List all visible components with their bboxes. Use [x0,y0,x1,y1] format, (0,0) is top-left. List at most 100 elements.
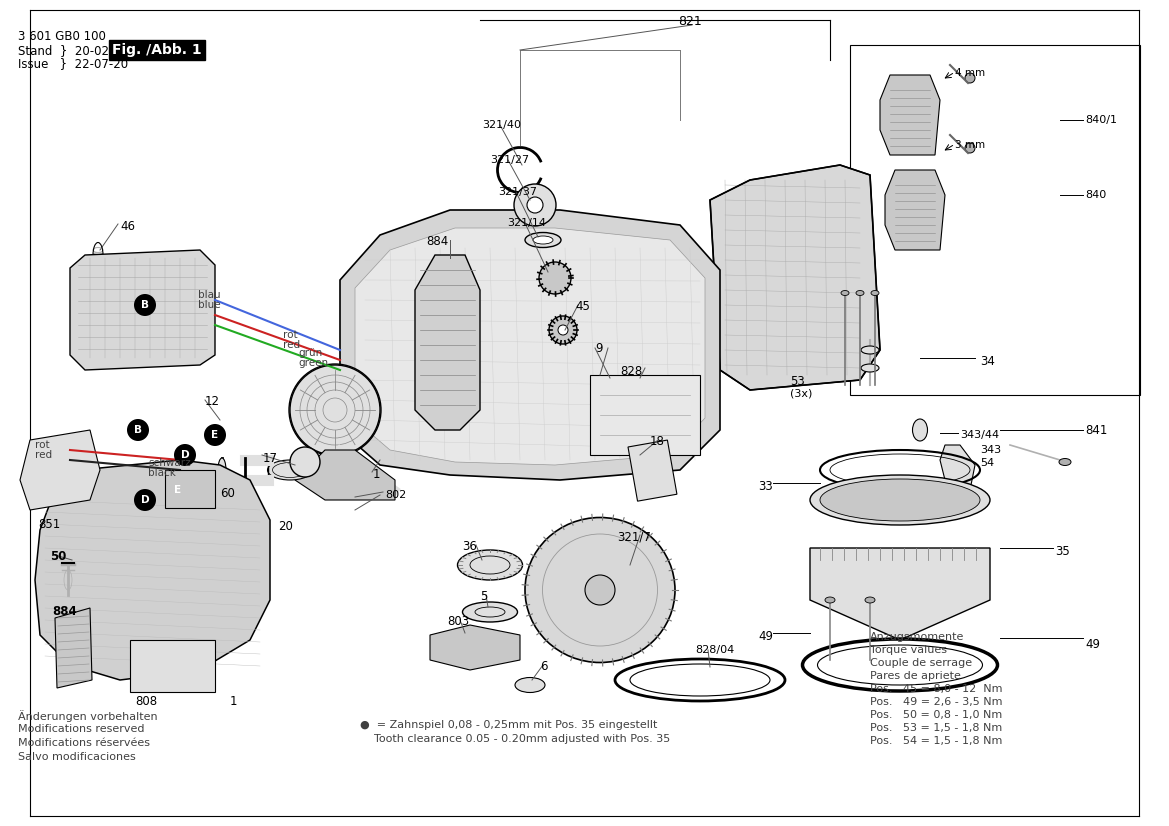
Text: 321/14: 321/14 [507,218,546,228]
Ellipse shape [457,550,523,580]
Text: 851: 851 [39,518,61,531]
Polygon shape [415,255,480,430]
Polygon shape [355,228,705,465]
Text: 321/7: 321/7 [617,530,651,543]
Text: 1: 1 [373,468,380,481]
Text: 343: 343 [980,445,1001,455]
Ellipse shape [539,262,570,294]
Text: 808: 808 [134,695,157,708]
Text: blau: blau [198,290,221,300]
Text: D: D [140,495,150,505]
Text: blue: blue [198,300,221,310]
Circle shape [134,489,155,511]
Text: Modifications réservées: Modifications réservées [18,738,150,748]
Text: Änderungen vorbehalten: Änderungen vorbehalten [18,710,158,722]
Text: Pos.   50 = 0,8 - 1,0 Nm: Pos. 50 = 0,8 - 1,0 Nm [870,710,1002,720]
Text: E: E [174,485,181,495]
Text: 884: 884 [51,605,77,618]
Text: 20: 20 [278,520,293,533]
Text: 6: 6 [540,660,547,673]
Text: 53: 53 [790,375,804,388]
Text: grün: grün [298,348,323,358]
Polygon shape [430,625,520,670]
Circle shape [134,294,155,316]
Circle shape [127,419,148,441]
Text: Pos.   49 = 2,6 - 3,5 Nm: Pos. 49 = 2,6 - 3,5 Nm [870,697,1003,707]
Ellipse shape [856,291,864,296]
Text: 17: 17 [263,452,278,465]
Text: Salvo modificaciones: Salvo modificaciones [18,752,136,762]
Ellipse shape [862,346,879,354]
Bar [628,440,677,501]
Text: Torque values: Torque values [870,645,947,655]
Text: (3x): (3x) [790,388,812,398]
Ellipse shape [463,602,518,622]
Ellipse shape [549,316,577,344]
Text: red: red [35,450,53,460]
Text: 3 mm: 3 mm [955,140,985,150]
Ellipse shape [819,479,980,521]
Polygon shape [940,445,975,490]
Text: rot: rot [283,330,298,340]
Ellipse shape [217,458,226,482]
Text: 33: 33 [758,480,773,493]
Text: Pos.   53 = 1,5 - 1,8 Nm: Pos. 53 = 1,5 - 1,8 Nm [870,723,1002,733]
Circle shape [205,424,226,446]
Text: 343/44: 343/44 [960,430,999,440]
Ellipse shape [913,419,927,441]
Text: 45: 45 [575,300,590,313]
Text: schwarz: schwarz [148,458,191,468]
Ellipse shape [558,325,568,335]
Bar [130,640,215,692]
Text: 321/40: 321/40 [482,120,521,130]
Text: B: B [141,300,148,310]
Polygon shape [810,548,990,640]
Text: red: red [283,340,300,350]
Text: 4 mm: 4 mm [955,68,985,78]
Text: 49: 49 [1085,638,1100,651]
Text: 3 601 GB0 100: 3 601 GB0 100 [18,30,106,43]
Polygon shape [885,170,945,250]
Text: 840: 840 [1085,190,1106,200]
Text: Anzugsmomente: Anzugsmomente [870,632,964,642]
Ellipse shape [1059,458,1071,466]
Text: 50: 50 [50,550,67,563]
Ellipse shape [865,597,876,603]
Text: Pos.   54 = 1,5 - 1,8 Nm: Pos. 54 = 1,5 - 1,8 Nm [870,736,1002,746]
Text: E: E [212,430,219,440]
Bar [850,45,1140,395]
Circle shape [964,143,975,153]
Text: 12: 12 [205,395,220,408]
Ellipse shape [527,197,542,213]
Text: Issue   }  22-07-20: Issue } 22-07-20 [18,57,129,70]
Text: ●  = Zahnspiel 0,08 - 0,25mm mit Pos. 35 eingestellt: ● = Zahnspiel 0,08 - 0,25mm mit Pos. 35 … [360,720,657,730]
Text: 35: 35 [1054,545,1070,558]
Circle shape [174,444,196,466]
Text: 49: 49 [758,630,773,643]
Text: black: black [148,468,175,478]
Text: 60: 60 [220,487,235,500]
Ellipse shape [841,291,849,296]
Ellipse shape [525,518,675,662]
Text: Fig. /Abb. 1: Fig. /Abb. 1 [112,43,201,57]
Polygon shape [340,210,720,480]
Polygon shape [710,165,880,390]
Text: 9: 9 [595,342,602,355]
Text: 1: 1 [230,695,237,708]
Bar [165,470,215,508]
Text: D: D [181,450,189,460]
Text: 828/04: 828/04 [696,645,734,655]
Ellipse shape [825,597,835,603]
Text: 46: 46 [120,220,134,233]
Text: 803: 803 [447,615,469,628]
Text: Tooth clearance 0.05 - 0.20mm adjusted with Pos. 35: Tooth clearance 0.05 - 0.20mm adjusted w… [360,734,670,744]
Text: 36: 36 [462,540,477,553]
Text: 884: 884 [426,235,448,248]
Ellipse shape [871,291,879,296]
Ellipse shape [810,475,990,525]
Bar [590,375,700,455]
Ellipse shape [268,460,312,480]
Ellipse shape [533,236,553,244]
Polygon shape [70,250,215,370]
Text: 321/37: 321/37 [498,187,537,197]
